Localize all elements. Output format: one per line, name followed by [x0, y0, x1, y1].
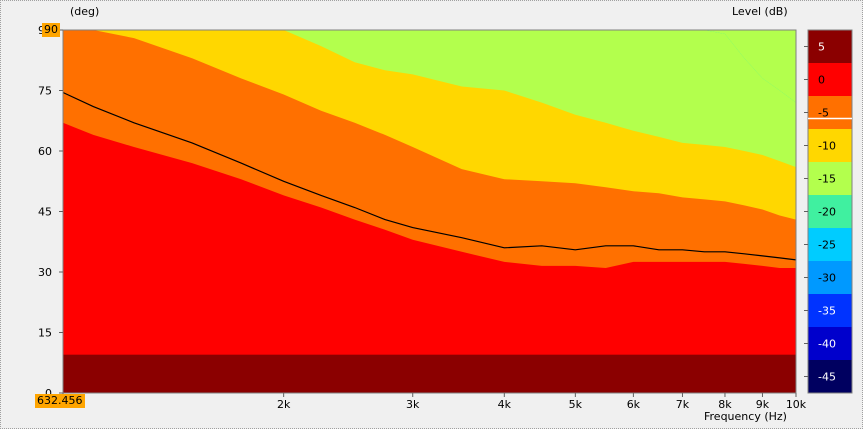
- region-plus5-db: [63, 354, 796, 393]
- colorbar-tick-label: -20: [818, 206, 836, 219]
- colorbar-label: Level (dB): [732, 5, 788, 18]
- x-tick-label: 7k: [676, 398, 690, 411]
- reference-angle-line: [62, 91, 797, 261]
- colorbar-band: [808, 96, 852, 130]
- y-tick-label: 15: [38, 327, 52, 340]
- colorbar-band: [808, 162, 852, 196]
- colorbar-tick-label: -45: [818, 371, 836, 384]
- x-tick-label: 3k: [406, 398, 420, 411]
- x-tick-label: 2k: [277, 398, 291, 411]
- colorbar-band: [808, 30, 852, 64]
- colorbar-tick-label: -5: [818, 107, 829, 120]
- x-tick-label: 5k: [569, 398, 583, 411]
- colorbar-band: [808, 195, 852, 229]
- x-tick-label: 9k: [756, 398, 770, 411]
- y-axis-label: (deg): [70, 5, 100, 18]
- x-tick-label: 8k: [718, 398, 732, 411]
- colorbar-band: [808, 228, 852, 262]
- colorbar-band: [808, 360, 852, 394]
- colorbar-tick-label: 5: [818, 41, 825, 54]
- x-tick-label: 6k: [627, 398, 641, 411]
- colorbar-band: [808, 63, 852, 97]
- x-tick-label: 4k: [498, 398, 512, 411]
- y-tick-label: 75: [38, 85, 52, 98]
- colorbar-band: [808, 261, 852, 295]
- cursor-y-readout: 90: [42, 23, 60, 37]
- colorbar-tick-label: -10: [818, 140, 836, 153]
- colorbar-tick-label: -15: [818, 173, 836, 186]
- y-tick-label: 60: [38, 145, 52, 158]
- colorbar-tick-label: -40: [818, 338, 836, 351]
- colorbar-band: [808, 294, 852, 328]
- y-tick-label: 45: [38, 206, 52, 219]
- colorbar-band: [808, 129, 852, 163]
- x-tick-label: 10k: [786, 398, 807, 411]
- colorbar-tick-label: -35: [818, 305, 836, 318]
- y-tick-label: 30: [38, 266, 52, 279]
- y-tick-label: 0: [45, 387, 52, 400]
- colorbar-tick-label: -30: [818, 272, 836, 285]
- colorbar-band: [808, 327, 852, 361]
- cursor-x-readout: 632.456: [35, 394, 85, 408]
- colorbar-tick-label: 0: [818, 74, 825, 87]
- region-0-db: [63, 122, 796, 394]
- colorbar-tick-label: -25: [818, 239, 836, 252]
- x-axis-label: Frequency (Hz): [704, 410, 787, 423]
